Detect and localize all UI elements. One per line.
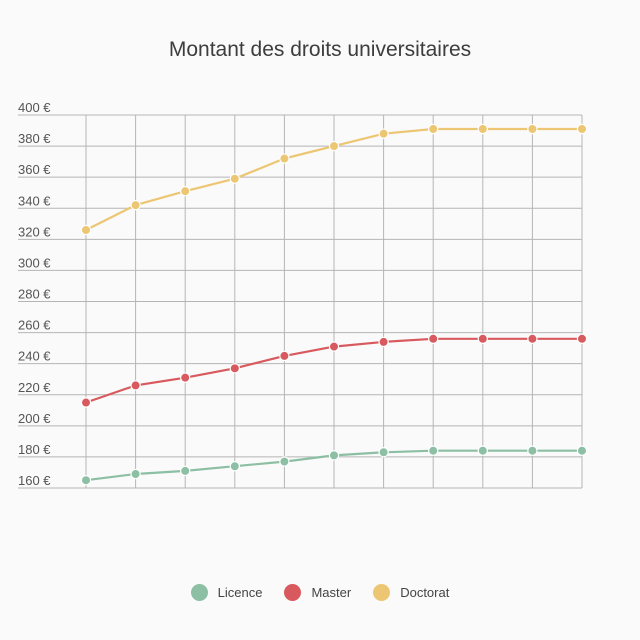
data-point-master[interactable]	[80, 397, 92, 408]
data-point-master[interactable]	[279, 350, 290, 362]
y-tick-label: 320 €	[18, 224, 51, 239]
data-point-master[interactable]	[477, 333, 488, 344]
y-tick-label: 380 €	[18, 131, 51, 146]
y-tick-label: 340 €	[18, 193, 51, 208]
y-tick-label: 400 €	[18, 100, 51, 115]
data-point-doctorat[interactable]	[477, 123, 488, 135]
data-point-doctorat[interactable]	[576, 123, 588, 135]
chart-title: Montant des droits universitaires	[168, 38, 472, 61]
y-tick-label: 280 €	[18, 287, 51, 302]
data-point-doctorat[interactable]	[378, 128, 389, 139]
data-point-doctorat[interactable]	[80, 224, 92, 236]
data-point-licence[interactable]	[279, 456, 290, 467]
data-point-licence[interactable]	[328, 450, 340, 461]
data-point-master[interactable]	[527, 333, 538, 344]
data-point-licence[interactable]	[477, 445, 488, 456]
data-point-master[interactable]	[328, 341, 340, 352]
y-tick-label: 160 €	[18, 473, 51, 488]
legend-swatch	[373, 584, 391, 601]
data-point-licence[interactable]	[229, 461, 240, 472]
legend-label: Master	[311, 585, 352, 600]
y-tick-label: 200 €	[18, 411, 51, 426]
data-point-doctorat[interactable]	[328, 140, 340, 152]
data-point-master[interactable]	[576, 333, 588, 344]
data-point-master[interactable]	[378, 336, 389, 348]
data-point-doctorat[interactable]	[428, 123, 439, 135]
legend-swatch	[190, 584, 208, 601]
y-tick-label: 360 €	[18, 162, 51, 177]
data-point-licence[interactable]	[428, 445, 439, 456]
y-axis: 160 € 180 € 200 € 220 € 240 € 260 € 280 € 300 €…	[18, 100, 51, 488]
data-point-licence[interactable]	[130, 468, 141, 480]
y-tick-label: 240 €	[18, 349, 51, 364]
data-point-master[interactable]	[130, 380, 141, 391]
y-tick-label: 300 €	[18, 255, 51, 270]
legend-label: Doctorat	[400, 585, 450, 600]
data-point-licence[interactable]	[179, 465, 191, 477]
data-point-licence[interactable]	[80, 475, 92, 486]
data-point-doctorat[interactable]	[527, 123, 538, 135]
data-point-licence[interactable]	[378, 447, 389, 458]
data-point-doctorat[interactable]	[179, 185, 191, 197]
y-tick-label: 180 €	[18, 442, 51, 457]
legend-swatch	[284, 584, 302, 601]
legend-item-doctorat[interactable]: Doctorat	[373, 584, 449, 601]
y-tick-label: 260 €	[18, 318, 51, 333]
data-point-licence[interactable]	[576, 445, 588, 456]
legend: Licence Master Doctorat	[0, 584, 640, 601]
data-point-doctorat[interactable]	[130, 199, 141, 211]
data-point-doctorat[interactable]	[279, 153, 290, 164]
legend-item-master[interactable]: Master	[284, 584, 351, 601]
legend-label: Licence	[217, 585, 263, 600]
y-tick-label: 220 €	[18, 380, 51, 395]
data-point-master[interactable]	[428, 333, 439, 344]
data-point-master[interactable]	[229, 363, 240, 374]
grid	[18, 114, 583, 489]
data-point-master[interactable]	[179, 372, 191, 383]
legend-item-licence[interactable]: Licence	[190, 584, 263, 601]
data-point-licence[interactable]	[527, 445, 538, 456]
series-points	[80, 123, 588, 486]
data-point-doctorat[interactable]	[229, 173, 240, 184]
